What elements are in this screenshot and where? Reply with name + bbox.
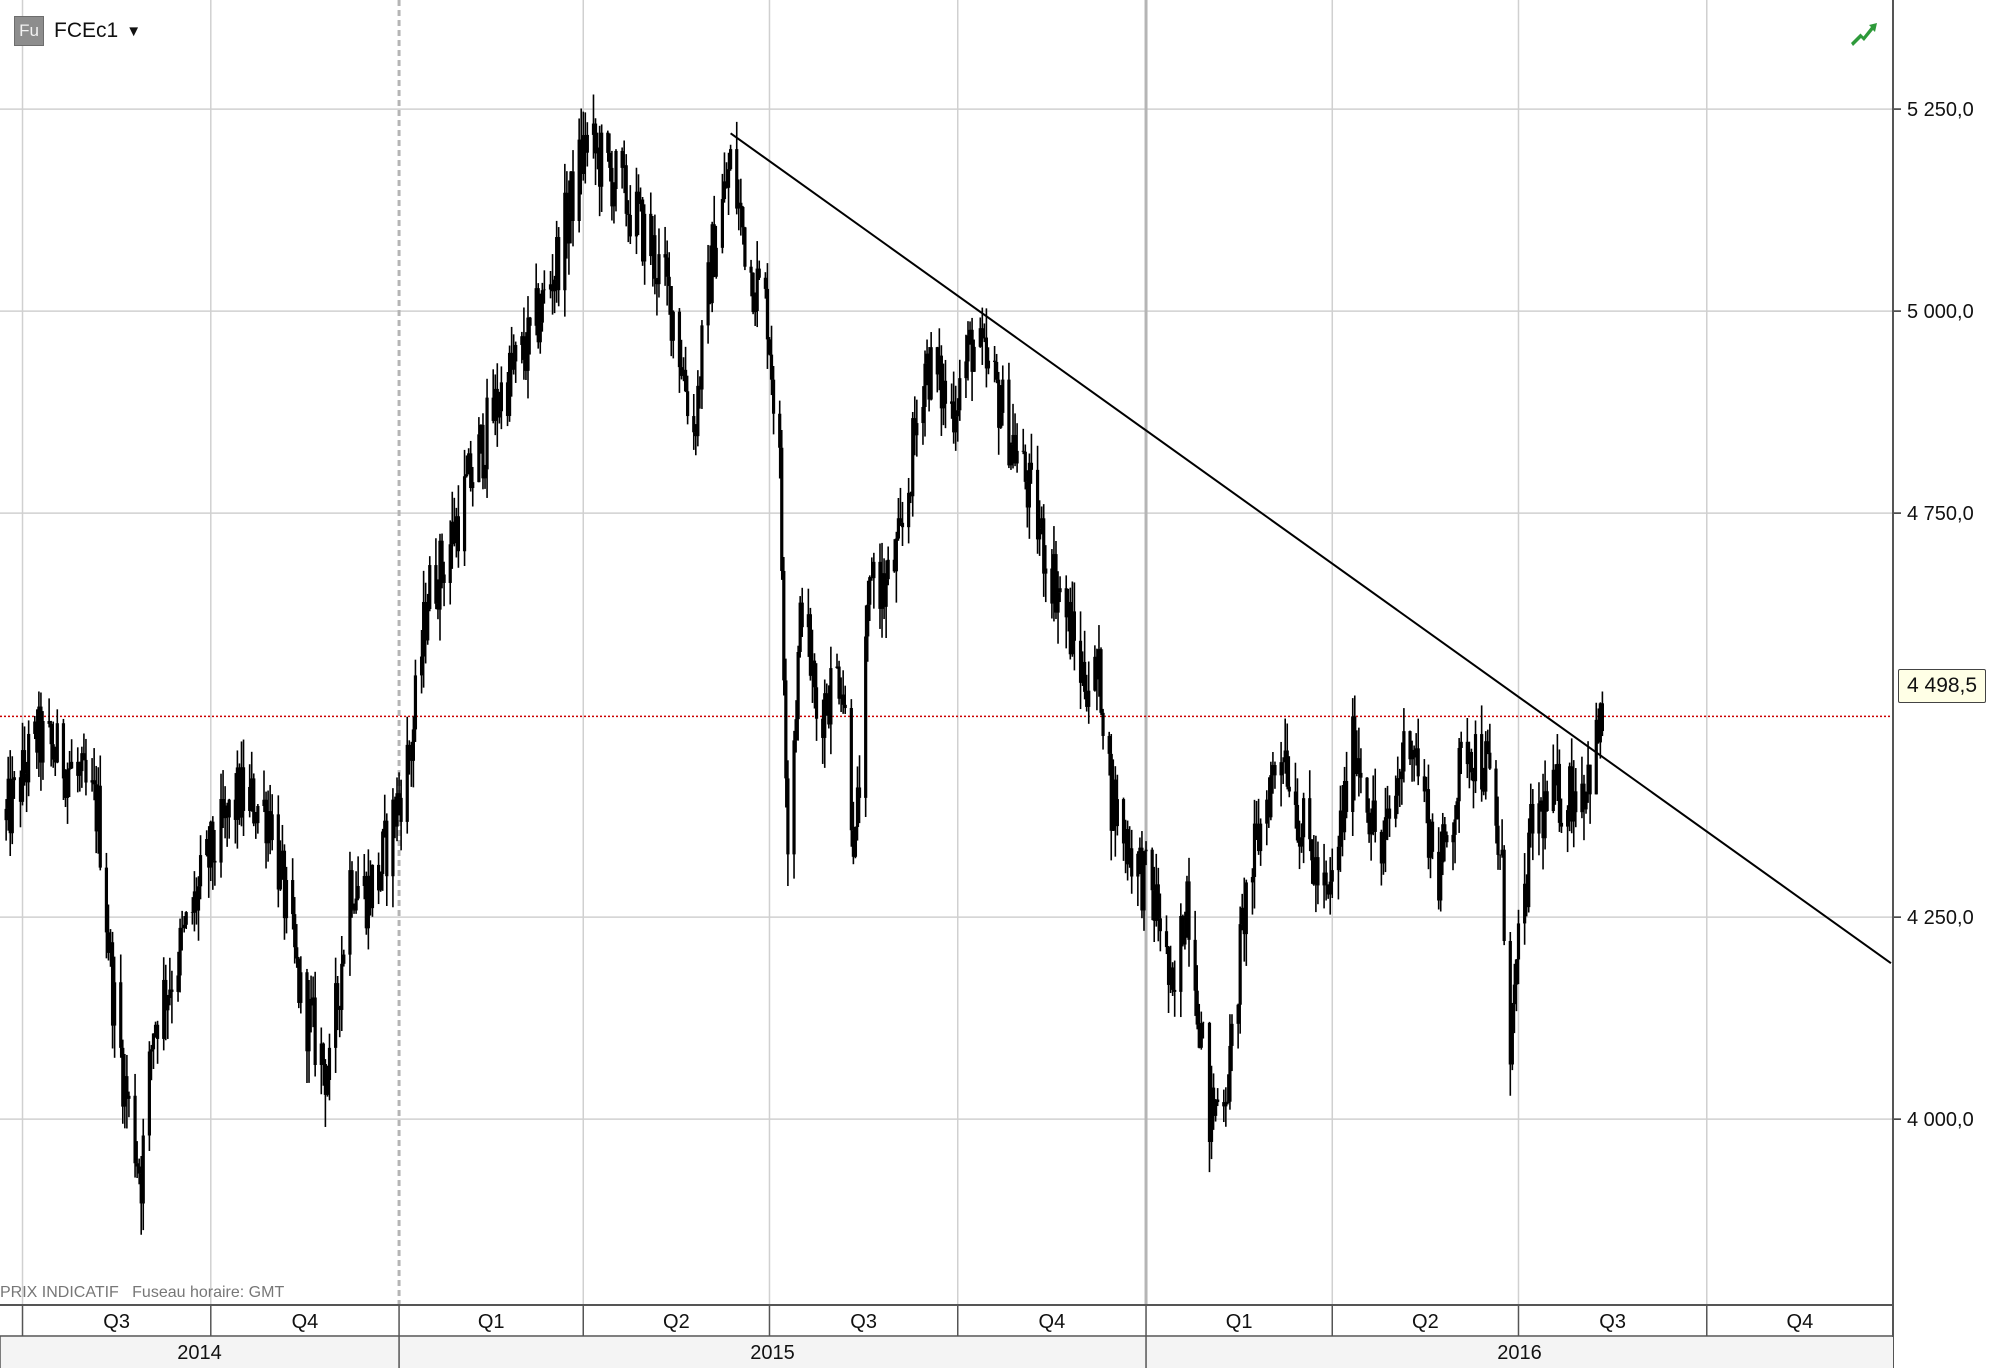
y-tick-label: 5 000,0 <box>1907 301 1974 323</box>
quarter-label: Q4 <box>1039 1311 1066 1333</box>
quarter-label: Q3 <box>850 1311 877 1333</box>
quarter-label: Q3 <box>103 1311 130 1333</box>
year-band <box>0 1337 1893 1368</box>
instrument-code[interactable]: FCEc1 <box>54 19 119 42</box>
y-tick-label: 4 000,0 <box>1907 1109 1974 1131</box>
grid-layer <box>0 0 1893 1305</box>
quarter-label: Q1 <box>1226 1311 1253 1333</box>
y-tick-label: 5 250,0 <box>1907 99 1974 121</box>
quarter-label: Q4 <box>1787 1311 1814 1333</box>
y-tick-label: 4 750,0 <box>1907 503 1974 525</box>
last-price-label: 4 498,5 <box>1898 669 1987 703</box>
quarter-label: Q2 <box>663 1311 690 1333</box>
year-label: 2014 <box>177 1342 222 1364</box>
trendline-layer[interactable] <box>730 132 1892 965</box>
price-series <box>4 94 1604 1235</box>
instrument-header: Fu FCEc1 ▼ <box>14 14 141 48</box>
footnote: PRIX INDICATIF Fuseau horaire: GMT <box>0 1284 285 1301</box>
chevron-down-icon[interactable]: ▼ <box>126 22 142 40</box>
quarter-label: Q1 <box>478 1311 505 1333</box>
year-label: 2016 <box>1497 1342 1542 1364</box>
quarter-label: Q4 <box>292 1311 319 1333</box>
quarter-label: Q2 <box>1412 1311 1439 1333</box>
quarter-label: Q3 <box>1599 1311 1626 1333</box>
trendline[interactable] <box>730 132 1892 965</box>
futures-icon: Fu <box>14 16 44 46</box>
year-label: 2015 <box>750 1342 795 1364</box>
trend-up-icon[interactable] <box>1850 18 1882 50</box>
y-tick-label: 4 250,0 <box>1907 907 1974 929</box>
